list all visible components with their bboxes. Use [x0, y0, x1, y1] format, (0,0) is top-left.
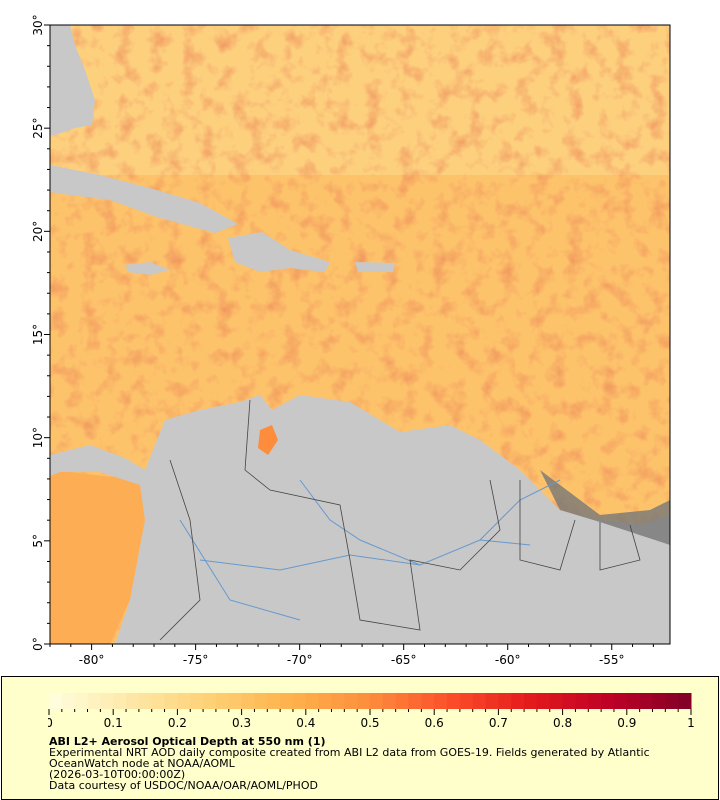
borders — [159, 399, 641, 641]
colorbar-swatch — [292, 693, 307, 709]
lon-label: -55° — [599, 653, 625, 667]
colorbar-swatch — [331, 693, 345, 709]
lat-label: 15° — [31, 324, 45, 345]
colorbar-swatch — [177, 693, 191, 709]
colorbar-swatch — [626, 693, 641, 709]
colorbar-label: 0.5 — [360, 716, 379, 730]
dark-land-patch — [540, 470, 670, 545]
lat-label: 0° — [31, 637, 45, 651]
colorbar-label: 0.7 — [489, 716, 508, 730]
colorbar-swatch — [665, 693, 679, 709]
legend-line-1: Experimental NRT AOD daily composite cre… — [49, 746, 650, 759]
colorbar-swatch — [344, 693, 358, 709]
colorbar-swatch — [485, 693, 499, 709]
colorbar-swatch — [370, 693, 384, 709]
legend-panel: 0 0.1 0.2 0.3 0.4 0.5 0.6 0.7 0.8 0.9 1 ABI L2+ Ae… — [1, 676, 719, 800]
lon-label: -75° — [183, 653, 209, 667]
colorbar-swatch — [305, 693, 320, 709]
lat-label: 5° — [31, 534, 45, 548]
colorbar-swatch — [318, 693, 332, 709]
colorbar-label: 0.8 — [553, 716, 572, 730]
legend-title: ABI L2+ Aerosol Optical Depth at 550 nm … — [49, 735, 326, 748]
colorbar-swatch — [549, 693, 564, 709]
colorbar-swatch — [280, 693, 294, 709]
colorbar-swatch — [511, 693, 525, 709]
colorbar-label: 0.3 — [232, 716, 251, 730]
colorbar-swatch — [639, 693, 653, 709]
colorbar-swatch — [678, 693, 692, 709]
colorbar-swatch — [652, 693, 666, 709]
colorbar-swatch — [472, 693, 487, 709]
legend-line-3: (2026-03-10T00:00:00Z) — [49, 768, 186, 781]
colorbar-swatch — [536, 693, 551, 709]
colorbar-swatch — [562, 693, 576, 709]
colorbar-swatch — [113, 693, 127, 709]
colorbar-label: 1 — [687, 716, 695, 730]
colorbar-swatch — [228, 693, 243, 709]
lat-label: 10° — [31, 427, 45, 448]
lon-label: -70° — [287, 653, 313, 667]
colorbar-swatch — [447, 693, 461, 709]
colorbar-swatch — [49, 693, 63, 709]
jamaica — [125, 262, 170, 275]
puerto-rico — [355, 262, 395, 272]
colorbar-swatch — [575, 693, 589, 709]
colorbar-swatch — [241, 693, 255, 709]
colorbar-swatch — [267, 693, 281, 709]
lat-label: 25° — [31, 118, 45, 139]
colorbar-swatch — [601, 693, 615, 709]
lon-label: -60° — [495, 653, 521, 667]
colorbar-swatch — [126, 693, 140, 709]
pacific-aod — [50, 470, 145, 644]
colorbar-label: 0.9 — [617, 716, 636, 730]
cuba — [50, 165, 238, 233]
hispaniola — [228, 232, 330, 272]
colorbar: 0 0.1 0.2 0.3 0.4 0.5 0.6 0.7 0.8 0.9 1 — [48, 693, 695, 730]
colorbar-swatch — [357, 693, 371, 709]
lake-maracaibo — [258, 425, 278, 455]
legend-line-2: OceanWatch node at NOAA/AOML — [49, 757, 235, 770]
colorbar-label: 0.4 — [296, 716, 315, 730]
axis-ticks — [44, 24, 654, 650]
colorbar-swatch — [100, 693, 114, 709]
colorbar-swatch — [151, 693, 166, 709]
colorbar-swatch — [203, 693, 217, 709]
lon-label: -80° — [79, 653, 105, 667]
colorbar-swatch — [61, 693, 76, 709]
south-america — [50, 395, 670, 644]
aod-map: -80° -75° -70° -65° -60° -55° 0° 5° 10° 15° 20° 25… — [31, 14, 671, 667]
colorbar-swatch — [138, 693, 153, 709]
colorbar-swatch — [74, 693, 89, 709]
legend-line-4: Data courtesy of USDOC/NOAA/OAR/AOML/PHO… — [49, 779, 318, 792]
colorbar-swatch — [215, 693, 230, 709]
colorbar-swatch — [164, 693, 178, 709]
lon-label: -65° — [391, 653, 417, 667]
colorbar-label: 0.1 — [104, 716, 123, 730]
colorbar-swatch — [434, 693, 448, 709]
colorbar-swatch — [588, 693, 602, 709]
colorbar-swatch — [190, 693, 204, 709]
colorbar-swatch — [524, 693, 538, 709]
colorbar-swatch — [382, 693, 397, 709]
colorbar-label: 0 — [48, 716, 53, 730]
colorbar-swatch — [421, 693, 435, 709]
colorbar-swatch — [87, 693, 101, 709]
colorbar-swatch — [498, 693, 512, 709]
colorbar-swatch — [408, 693, 422, 709]
florida — [50, 25, 95, 135]
colorbar-swatch — [395, 693, 410, 709]
colorbar-swatch — [254, 693, 268, 709]
colorbar-label: 0.2 — [168, 716, 187, 730]
lat-label: 30° — [31, 14, 45, 35]
lat-label: 20° — [31, 221, 45, 242]
colorbar-swatch — [459, 693, 474, 709]
colorbar-swatch — [613, 693, 628, 709]
land — [50, 25, 670, 644]
colorbar-label: 0.6 — [425, 716, 444, 730]
